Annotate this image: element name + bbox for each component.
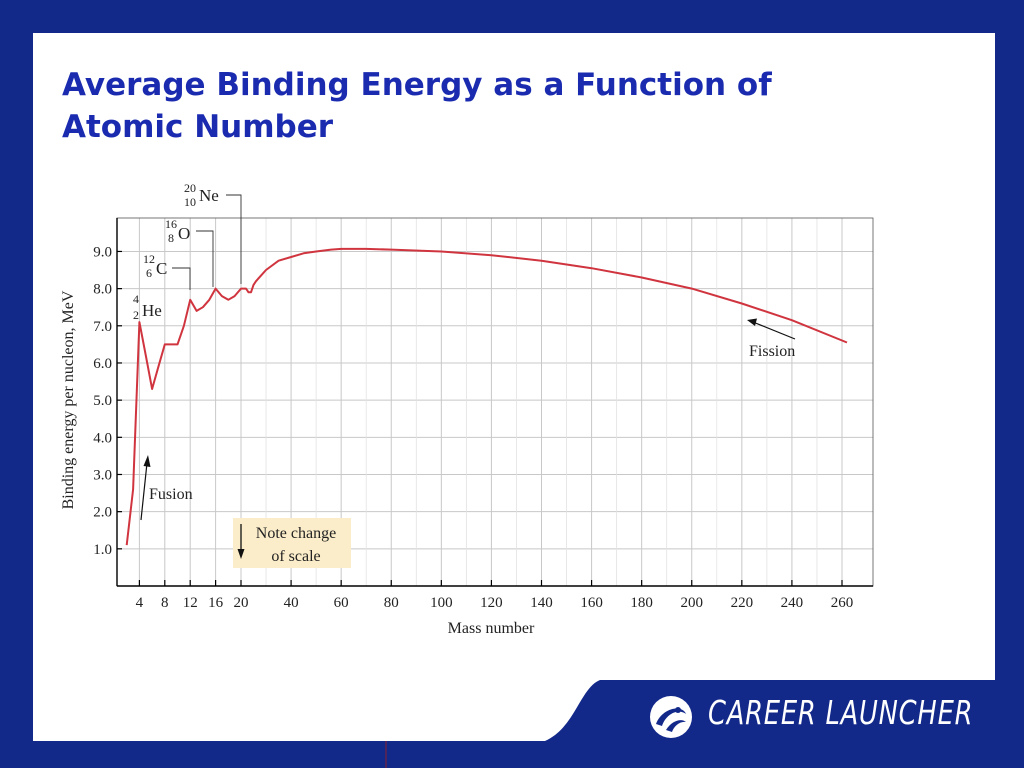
y-tick-label: 2.0 (93, 505, 112, 521)
y-tick-label: 3.0 (93, 467, 112, 483)
o-leader-line (196, 230, 214, 287)
y-tick-label: 9.0 (93, 244, 112, 260)
y-tick-label: 1.0 (93, 542, 112, 558)
x-tick-label: 140 (530, 595, 553, 611)
callout-ne: 20 10 Ne (184, 181, 242, 284)
brand-name: CAREER LAUNCHER (708, 693, 974, 732)
ne-symbol: Ne (199, 186, 219, 205)
ne-leader-line (226, 194, 242, 284)
x-tick-label: 200 (681, 595, 704, 611)
c-atomic-number: 6 (146, 266, 152, 280)
y-tick-label: 4.0 (93, 430, 112, 446)
fission-annotation: Fission (747, 318, 796, 360)
callout-c: 12 6 C (143, 252, 191, 290)
binding-energy-curve (125, 247, 848, 546)
x-tick-label: 80 (384, 595, 399, 611)
x-tick-label: 240 (781, 595, 804, 611)
ne-atomic-number: 10 (184, 195, 196, 209)
y-tick-label: 5.0 (93, 393, 112, 409)
x-tick-label: 40 (284, 595, 299, 611)
fusion-annotation: Fusion (140, 455, 193, 521)
x-tick-label: 160 (580, 595, 603, 611)
c-symbol: C (156, 259, 167, 278)
x-tick-label: 20 (234, 595, 249, 611)
o-symbol: O (178, 224, 190, 243)
fusion-arrow-head (143, 455, 151, 467)
x-tick-label: 180 (630, 595, 653, 611)
fission-arrow (752, 321, 796, 340)
he-mass-number: 4 (133, 292, 139, 306)
x-tick-label: 60 (334, 595, 349, 611)
o-mass-number: 16 (165, 217, 177, 231)
y-ticks: 1.0 2.0 3.0 4.0 5.0 6.0 7.0 8.0 9.0 (93, 244, 122, 558)
x-ticks: 4 8 12 16 20 40 60 80 100 120 140 160 180 200 220 240 26… (136, 580, 854, 611)
ne-mass-number: 20 (184, 181, 196, 195)
he-symbol: He (142, 301, 162, 320)
x-tick-label: 260 (831, 595, 854, 611)
fission-label: Fission (749, 343, 795, 360)
x-tick-label: 16 (208, 595, 224, 611)
axes (116, 218, 873, 587)
x-tick-label: 12 (183, 595, 198, 611)
c-leader-line (172, 267, 191, 290)
slide-background (33, 33, 995, 741)
fission-arrow-head (747, 318, 757, 326)
fusion-arrow (140, 462, 148, 521)
y-tick-label: 8.0 (93, 282, 112, 298)
callout-o: 16 8 O (165, 217, 214, 287)
fusion-label: Fusion (149, 486, 193, 503)
x-tick-label: 100 (430, 595, 453, 611)
note-box (233, 518, 351, 568)
c-mass-number: 12 (143, 252, 155, 266)
note-text-line2: of scale (271, 548, 320, 565)
plot-frame (116, 217, 874, 587)
x-axis-label: Mass number (448, 620, 535, 637)
x-tick-label: 4 (136, 595, 144, 611)
y-tick-label: 6.0 (93, 356, 112, 372)
note-text-line1: Note change (256, 525, 336, 542)
callout-he: 4 2 He (133, 292, 162, 322)
y-tick-label: 7.0 (93, 319, 112, 335)
note-arrow-head (237, 549, 245, 559)
x-tick-label: 8 (161, 595, 169, 611)
slide-title: Average Binding Energy as a Function of … (62, 67, 772, 145)
y-axis-label: Binding energy per nucleon, MeV (60, 290, 77, 509)
x-tick-label: 220 (731, 595, 754, 611)
grid (117, 218, 873, 586)
career-launcher-swirl-icon (650, 696, 692, 738)
o-atomic-number: 8 (168, 231, 174, 245)
x-tick-label: 120 (480, 595, 503, 611)
he-atomic-number: 2 (133, 308, 139, 322)
